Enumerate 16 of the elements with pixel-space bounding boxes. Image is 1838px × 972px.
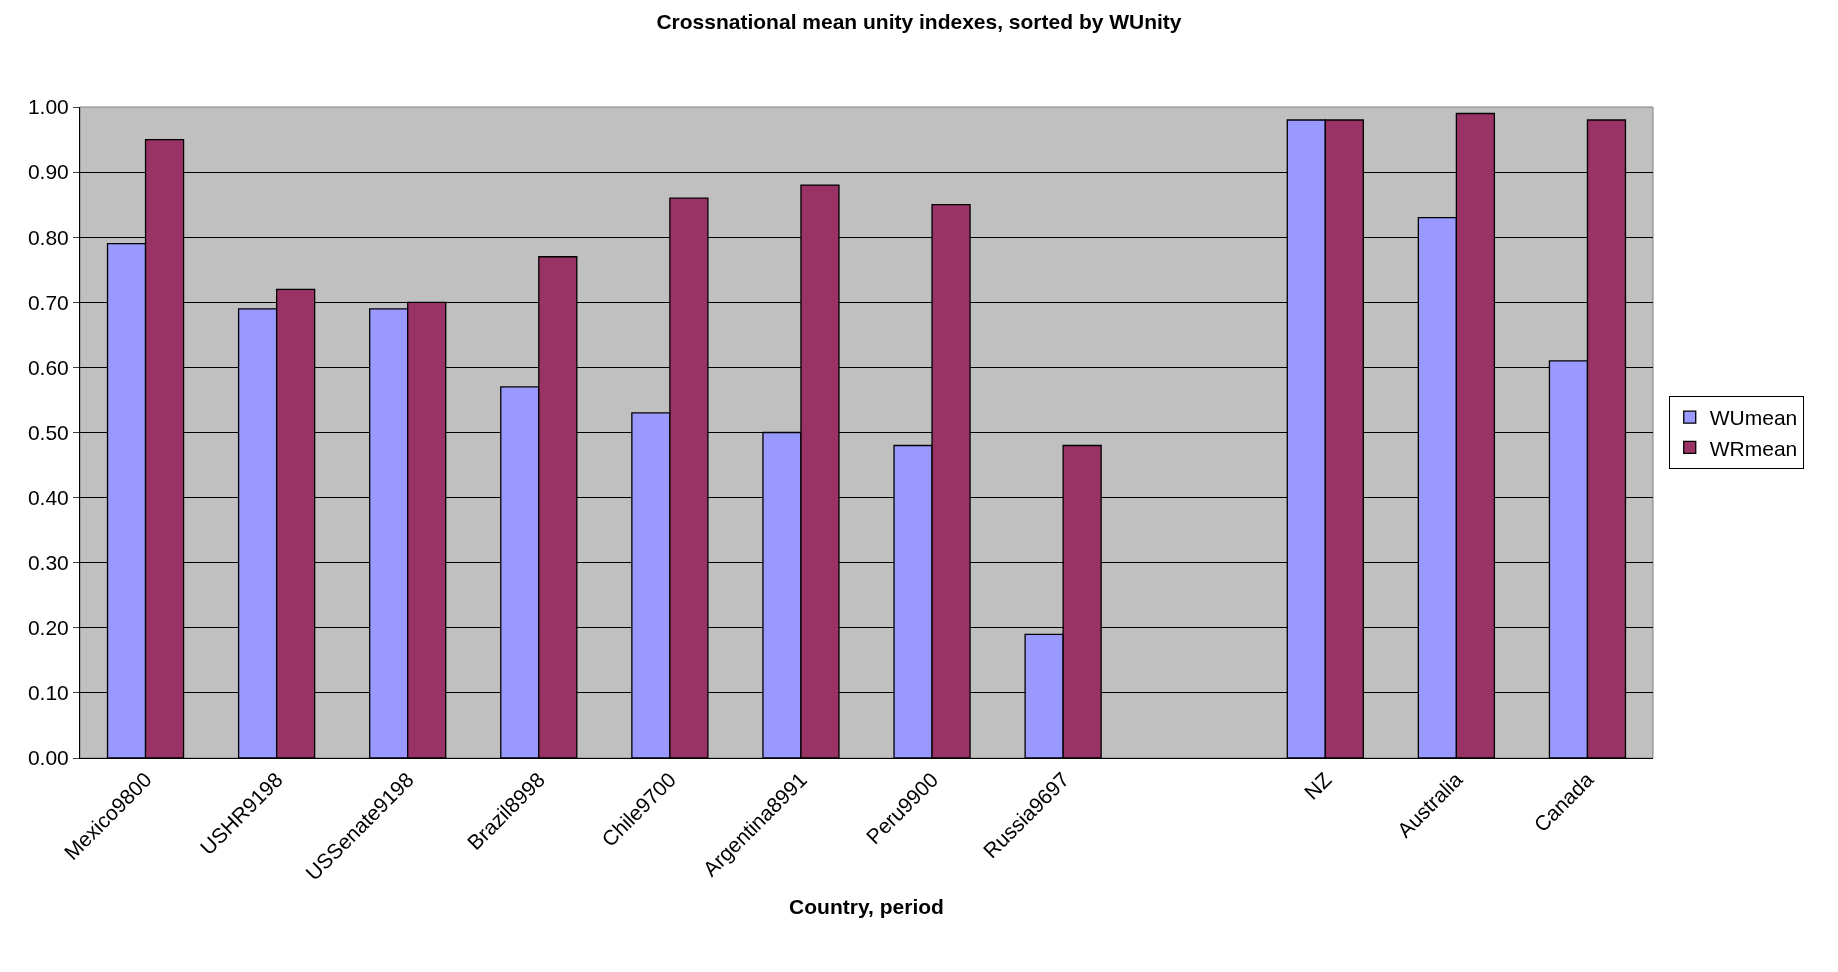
y-tick-label: 0.00 xyxy=(27,746,69,770)
y-tick-label: 0.50 xyxy=(27,420,69,444)
y-tick-label: 0.60 xyxy=(27,355,69,379)
chart-title: Crossnational mean unity indexes, sorted by WUnity xyxy=(656,10,1182,34)
x-tick-label: NZ xyxy=(1299,767,1336,804)
y-tick-label: 0.30 xyxy=(27,551,69,575)
y-tick-label: 0.10 xyxy=(27,681,69,705)
legend-label: WRmean xyxy=(1709,436,1798,460)
y-tick-label: 0.70 xyxy=(27,290,69,314)
legend-label: WUmean xyxy=(1709,406,1798,430)
y-tick-label: 0.90 xyxy=(27,160,69,184)
y-tick-label: 0.80 xyxy=(27,225,69,249)
y-tick-label: 1.00 xyxy=(27,95,69,119)
y-tick-label: 0.20 xyxy=(27,616,69,640)
y-tick-label: 0.40 xyxy=(27,485,69,509)
x-axis-title: Country, period xyxy=(789,894,944,918)
